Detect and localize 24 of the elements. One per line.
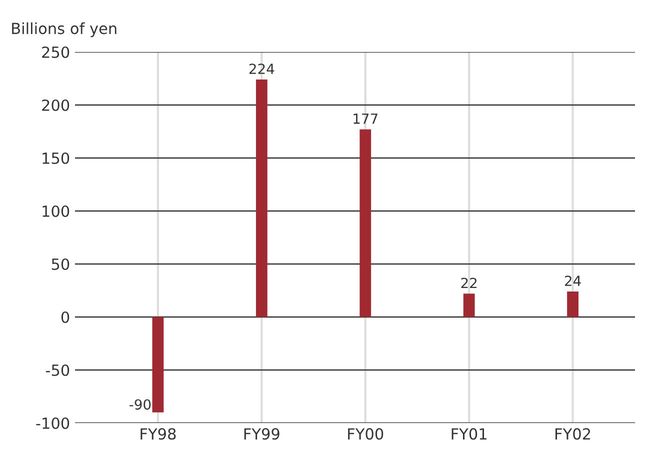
y-tick-label: -50 bbox=[46, 364, 70, 376]
x-tick-label: FY01 bbox=[452, 428, 486, 440]
y-tick-label: 0 bbox=[61, 311, 70, 324]
y-tick-label: 250 bbox=[42, 46, 70, 58]
data-label: 224 bbox=[249, 64, 274, 74]
x-tick-label: FY99 bbox=[244, 428, 280, 440]
x-tick-label: FY02 bbox=[555, 428, 590, 440]
y-tick-label: 150 bbox=[42, 152, 70, 164]
bar bbox=[360, 129, 372, 317]
data-label: 177 bbox=[354, 114, 378, 124]
x-tick-label: FY98 bbox=[140, 428, 176, 440]
y-tick-label: 50 bbox=[52, 258, 70, 270]
bar bbox=[463, 294, 475, 317]
bar bbox=[152, 317, 164, 412]
y-tick-label: 200 bbox=[42, 99, 70, 112]
x-tick-label: FY00 bbox=[348, 428, 384, 440]
y-tick-label: -100 bbox=[36, 417, 70, 430]
y-axis-title: Billions of yen bbox=[12, 22, 116, 38]
bar bbox=[567, 292, 578, 317]
bar bbox=[256, 80, 268, 317]
data-label: 24 bbox=[564, 276, 581, 286]
data-label: 22 bbox=[461, 278, 477, 288]
y-tick-label: 100 bbox=[42, 205, 70, 218]
data-label: -90 bbox=[130, 399, 151, 410]
